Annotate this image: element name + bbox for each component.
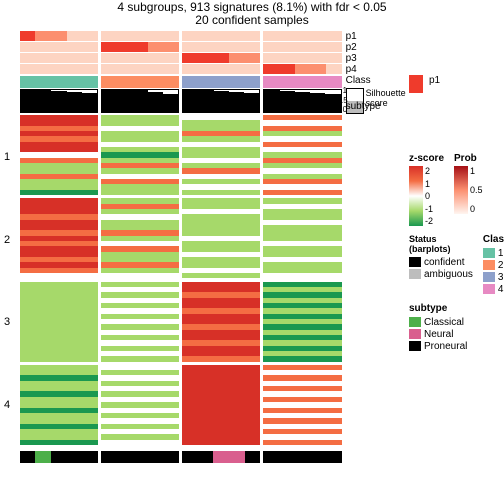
label-subtype: subtype	[346, 101, 381, 112]
legend-class-title: Class	[483, 234, 504, 245]
prob-annotation	[20, 31, 342, 75]
legend-p1-label: p1	[429, 75, 440, 93]
legend-status: Status (barplots) confidentambiguous	[409, 234, 473, 295]
label-class: Class	[346, 75, 405, 88]
label-p3: p3	[346, 53, 405, 64]
legend-class: Class 1234	[483, 234, 504, 295]
right-anno-labels: p1 p2 p3 p4 Class 1 0.5 0 Silhouettescor…	[342, 31, 405, 112]
legend-zscore-title: z-score	[409, 153, 444, 164]
silhouette-bars	[20, 89, 342, 113]
class-annotation	[20, 76, 342, 88]
label-p1: p1	[346, 31, 405, 42]
zscore-gradient	[409, 166, 423, 226]
legend-subtype: subtype ClassicalNeuralProneural	[409, 303, 504, 352]
plot-center	[20, 31, 342, 463]
page-subtitle: 20 confident samples	[0, 13, 504, 27]
legend-prob: Prob 10.50	[454, 153, 483, 226]
page-title: 4 subgroups, 913 signatures (8.1%) with …	[0, 0, 504, 14]
prob-gradient	[454, 166, 468, 214]
legend-prob-title: Prob	[454, 153, 483, 164]
label-p4: p4	[346, 64, 405, 75]
label-p2: p2	[346, 42, 405, 53]
heatmap	[20, 115, 342, 445]
legend-status-title: Status (barplots)	[409, 234, 473, 254]
legend-p1-swatch	[409, 75, 423, 93]
legends: p1 z-score 210-1-2 Prob 10.50 Statu	[405, 31, 504, 360]
sil-tick-1: 1	[343, 86, 347, 95]
legend-subtype-title: subtype	[409, 303, 504, 314]
subtype-annotation	[20, 451, 342, 463]
legend-zscore: z-score 210-1-2	[409, 153, 444, 226]
